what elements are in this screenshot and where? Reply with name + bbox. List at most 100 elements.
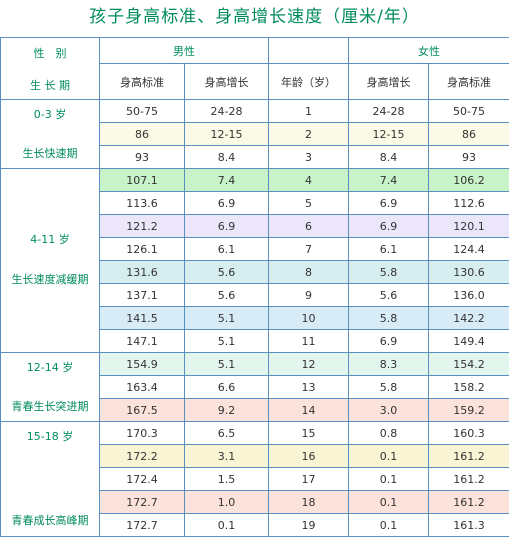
header-male-height: 身高标准	[100, 64, 185, 100]
cell-female-growth: 6.9	[349, 192, 429, 215]
cell-male-height: 167.5	[100, 399, 185, 422]
cell-age: 4	[269, 169, 349, 192]
cell-female-growth: 6.9	[349, 215, 429, 238]
group-phase: 生长速度减缓期	[12, 271, 89, 287]
cell-male-height: 154.9	[100, 353, 185, 376]
cell-female-height: 161.2	[429, 468, 509, 491]
group-phase: 青春成长高峰期	[12, 512, 89, 528]
cell-male-growth: 5.1	[185, 330, 269, 353]
cell-male-height: 172.7	[100, 514, 185, 537]
cell-female-growth: 0.1	[349, 445, 429, 468]
cell-male-growth: 24-28	[185, 100, 269, 123]
cell-female-height: 160.3	[429, 422, 509, 445]
cell-male-height: 172.7	[100, 491, 185, 514]
header-male-growth: 身高增长	[185, 64, 269, 100]
cell-female-height: 142.2	[429, 307, 509, 330]
header-gender-label: 性 别	[1, 45, 99, 61]
group-age-range: 15-18 岁	[27, 428, 73, 444]
cell-female-height: 93	[429, 146, 509, 169]
cell-female-height: 136.0	[429, 284, 509, 307]
cell-female-height: 124.4	[429, 238, 509, 261]
cell-female-height: 120.1	[429, 215, 509, 238]
cell-male-height: 163.4	[100, 376, 185, 399]
growth-table: 性 别 生 长 期 男性 女性 身高标准 身高增长 年龄（岁） 身高增长 身高标…	[0, 37, 509, 537]
cell-age: 16	[269, 445, 349, 468]
cell-age: 9	[269, 284, 349, 307]
cell-female-height: 161.3	[429, 514, 509, 537]
cell-age: 13	[269, 376, 349, 399]
group-cell: 15-18 岁青春成长高峰期	[1, 422, 100, 537]
group-age-range: 0-3 岁	[34, 106, 66, 122]
cell-male-height: 170.3	[100, 422, 185, 445]
cell-female-height: 50-75	[429, 100, 509, 123]
cell-male-growth: 6.5	[185, 422, 269, 445]
cell-female-growth: 6.9	[349, 330, 429, 353]
cell-male-growth: 6.6	[185, 376, 269, 399]
header-male: 男性	[100, 38, 269, 64]
cell-age: 17	[269, 468, 349, 491]
cell-female-growth: 6.1	[349, 238, 429, 261]
cell-male-growth: 3.1	[185, 445, 269, 468]
cell-male-growth: 6.1	[185, 238, 269, 261]
cell-male-height: 113.6	[100, 192, 185, 215]
cell-age: 2	[269, 123, 349, 146]
cell-male-growth: 6.9	[185, 215, 269, 238]
cell-female-growth: 12-15	[349, 123, 429, 146]
cell-female-height: 149.4	[429, 330, 509, 353]
cell-male-growth: 5.6	[185, 284, 269, 307]
cell-male-height: 137.1	[100, 284, 185, 307]
cell-age: 10	[269, 307, 349, 330]
cell-female-growth: 3.0	[349, 399, 429, 422]
cell-age: 1	[269, 100, 349, 123]
header-age: 年龄（岁）	[269, 64, 349, 100]
cell-age: 14	[269, 399, 349, 422]
cell-age: 12	[269, 353, 349, 376]
cell-female-growth: 0.1	[349, 491, 429, 514]
cell-male-growth: 6.9	[185, 192, 269, 215]
cell-male-growth: 5.6	[185, 261, 269, 284]
cell-female-growth: 8.3	[349, 353, 429, 376]
header-female: 女性	[349, 38, 509, 64]
cell-male-height: 107.1	[100, 169, 185, 192]
cell-male-growth: 5.1	[185, 307, 269, 330]
cell-female-growth: 7.4	[349, 169, 429, 192]
group-phase: 生长快速期	[23, 145, 78, 161]
group-cell: 4-11 岁生长速度减缓期	[1, 169, 100, 353]
cell-age: 8	[269, 261, 349, 284]
cell-female-height: 106.2	[429, 169, 509, 192]
cell-female-height: 161.2	[429, 445, 509, 468]
cell-male-growth: 8.4	[185, 146, 269, 169]
cell-male-height: 126.1	[100, 238, 185, 261]
cell-male-height: 131.6	[100, 261, 185, 284]
cell-female-height: 154.2	[429, 353, 509, 376]
cell-male-growth: 0.1	[185, 514, 269, 537]
cell-male-height: 147.1	[100, 330, 185, 353]
cell-age: 6	[269, 215, 349, 238]
cell-male-growth: 1.0	[185, 491, 269, 514]
cell-female-growth: 5.6	[349, 284, 429, 307]
header-female-height: 身高标准	[429, 64, 509, 100]
header-gender-period: 性 别 生 长 期	[1, 38, 100, 100]
cell-male-height: 172.2	[100, 445, 185, 468]
cell-age: 3	[269, 146, 349, 169]
header-period-label: 生 长 期	[1, 77, 99, 93]
group-age-range: 12-14 岁	[27, 359, 73, 375]
cell-female-height: 159.2	[429, 399, 509, 422]
cell-female-growth: 5.8	[349, 261, 429, 284]
cell-male-growth: 5.1	[185, 353, 269, 376]
header-female-growth: 身高增长	[349, 64, 429, 100]
cell-male-growth: 7.4	[185, 169, 269, 192]
cell-female-height: 158.2	[429, 376, 509, 399]
cell-female-height: 86	[429, 123, 509, 146]
cell-male-growth: 9.2	[185, 399, 269, 422]
cell-female-height: 161.2	[429, 491, 509, 514]
group-phase: 青春生长突进期	[12, 398, 89, 414]
cell-age: 15	[269, 422, 349, 445]
cell-male-height: 121.2	[100, 215, 185, 238]
group-cell: 0-3 岁生长快速期	[1, 100, 100, 169]
cell-female-height: 130.6	[429, 261, 509, 284]
